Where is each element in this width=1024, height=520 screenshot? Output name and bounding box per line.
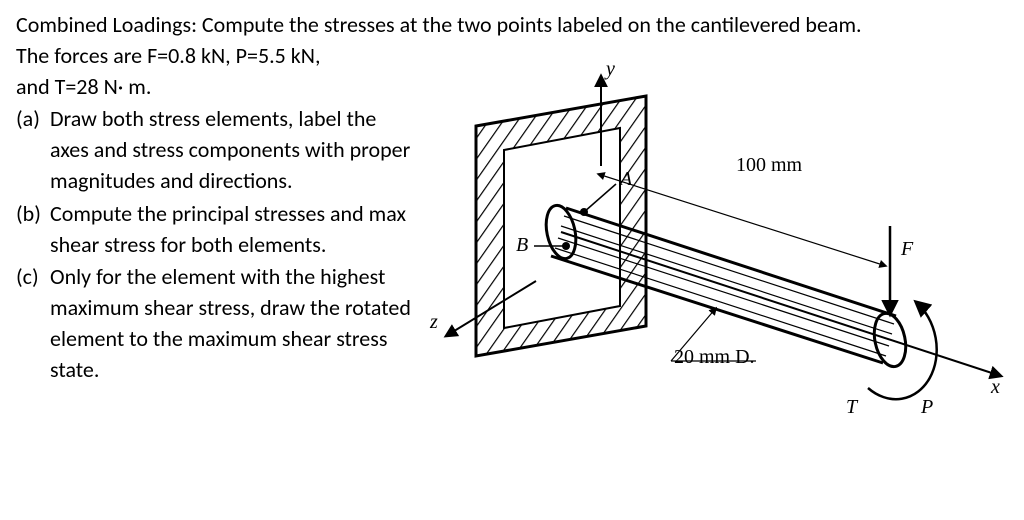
label-a: A <box>620 168 632 191</box>
label-b: B <box>516 234 528 257</box>
part-a-text: Draw both stress elements, label the axe… <box>50 104 416 196</box>
part-a-marker: (a) <box>16 104 50 135</box>
label-y: y <box>606 58 615 81</box>
part-a: (a) Draw both stress elements, label the… <box>16 104 416 196</box>
part-c-marker: (c) <box>16 262 50 293</box>
columns: and T=28 N· m. (a) Draw both stress elem… <box>16 72 1008 476</box>
label-x: x <box>991 376 1000 399</box>
label-len: 100 mm <box>736 154 802 177</box>
prompt-line-3: and T=28 N· m. <box>16 72 416 103</box>
part-b-marker: (b) <box>16 199 50 230</box>
parts-list: (a) Draw both stress elements, label the… <box>16 104 416 385</box>
part-b: (b) Compute the principal stresses and m… <box>16 199 416 261</box>
prompt-line-1: Combined Loadings: Compute the stresses … <box>16 10 1006 41</box>
diagram: y z x A B 100 mm 20 mm D. F T P <box>416 56 1008 476</box>
label-dia: 20 mm D. <box>674 346 755 369</box>
label-f: F <box>901 238 913 261</box>
part-c: (c) Only for the element with the highes… <box>16 262 416 385</box>
label-t: T <box>846 396 857 419</box>
label-z: z <box>430 311 438 334</box>
part-b-text: Compute the principal stresses and max s… <box>50 199 416 261</box>
left-column: and T=28 N· m. (a) Draw both stress elem… <box>16 72 416 388</box>
part-c-text: Only for the element with the highest ma… <box>50 262 416 385</box>
label-p: P <box>921 396 933 419</box>
page-root: Combined Loadings: Compute the stresses … <box>0 0 1024 520</box>
